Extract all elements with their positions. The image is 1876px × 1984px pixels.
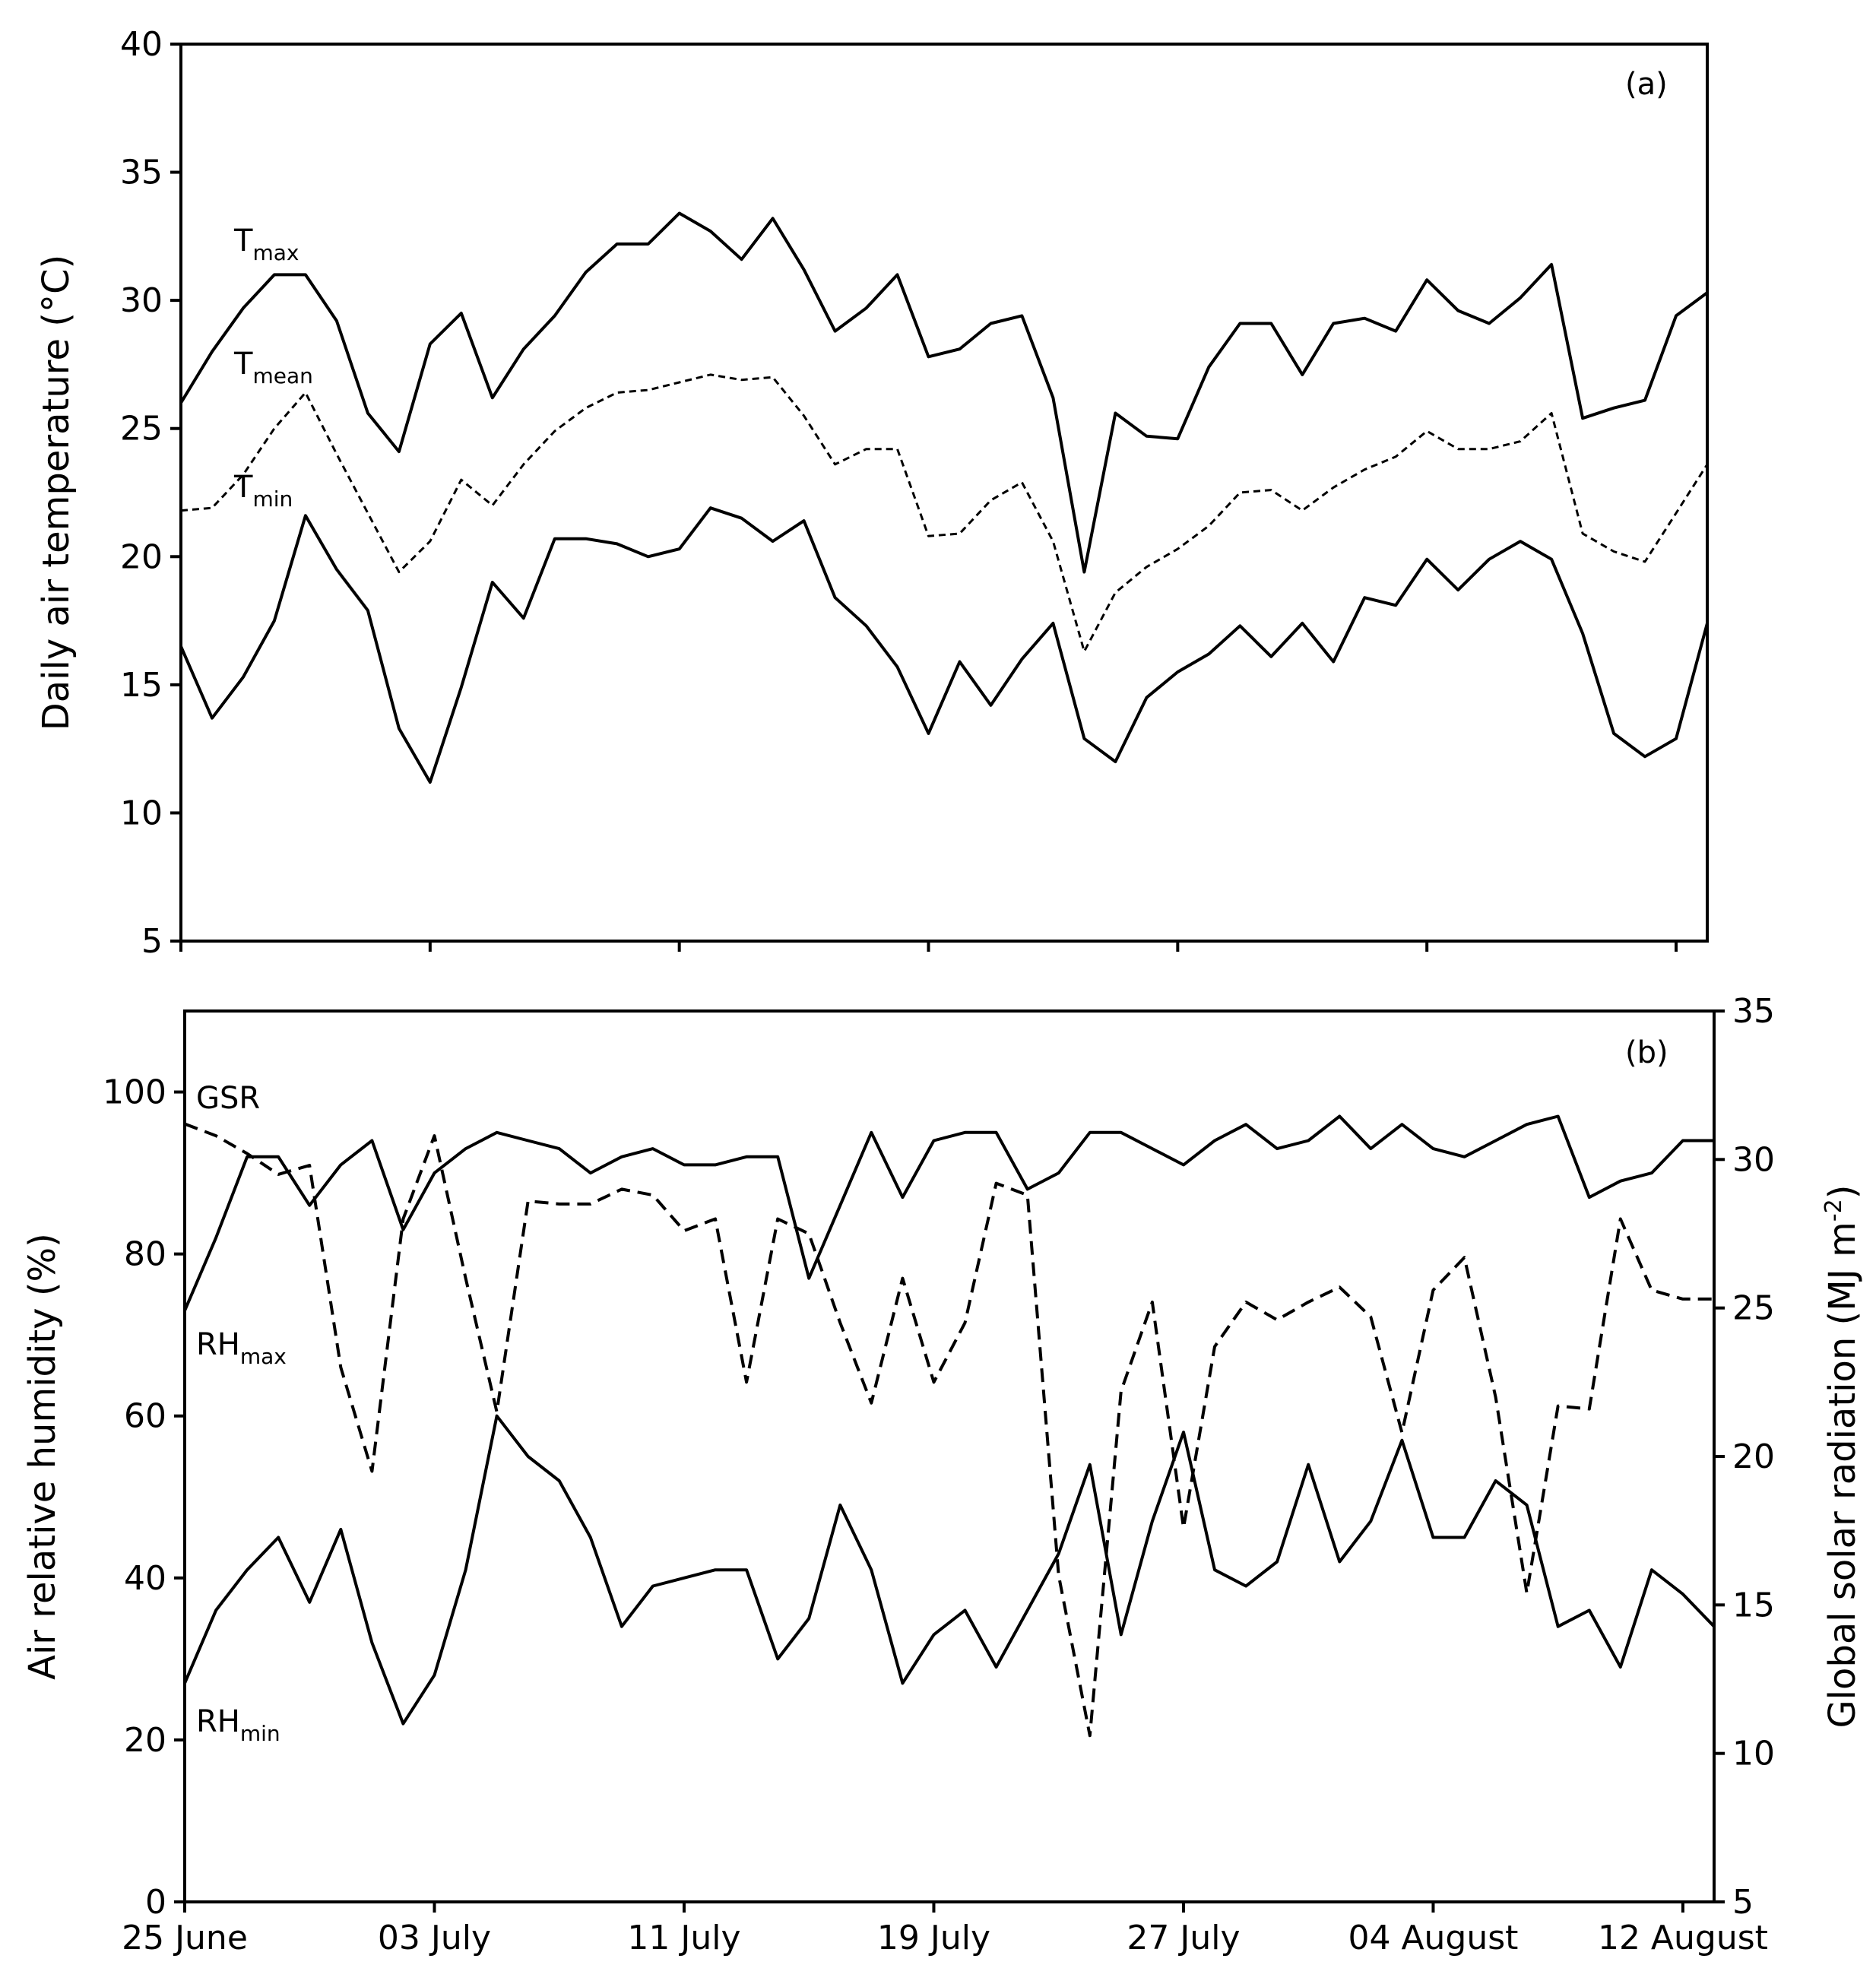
panel-a-y-axis-title: Daily air temperature (°C) bbox=[35, 255, 78, 731]
panel-a-series bbox=[179, 211, 1709, 784]
panel-b: 0 20 40 60 80 100 5 10 15 20 25 30 35 25 June 03 Jul… bbox=[21, 992, 1864, 1957]
panel-b-y-right-tick-label: 20 bbox=[1732, 1437, 1775, 1476]
panel-a-tag: (a) bbox=[1625, 67, 1668, 102]
panel-b-tag: (b) bbox=[1625, 1035, 1668, 1070]
panel-b-y-axis-left: 0 20 40 60 80 100 bbox=[103, 1073, 185, 1922]
panel-b-x-tick-label: 11 July bbox=[627, 1919, 740, 1957]
label-rhmax: RHmax bbox=[196, 1327, 287, 1369]
panel-a-y-tick-label: 15 bbox=[120, 666, 163, 705]
series-line-rhmax bbox=[183, 1114, 1714, 1311]
panel-b-y-right-tick-label: 10 bbox=[1732, 1735, 1775, 1773]
series-line-tmean bbox=[180, 373, 1709, 653]
panel-b-y-axis-right: 5 10 15 20 25 30 35 bbox=[1714, 992, 1775, 1922]
panel-b-x-axis: 25 June 03 July 11 July 19 July 27 July 04 Au… bbox=[122, 1902, 1768, 1957]
panel-a-y-tick-label: 25 bbox=[120, 410, 163, 448]
panel-b-y-right-tick-label: 25 bbox=[1732, 1289, 1775, 1328]
panel-a-frame bbox=[179, 43, 1709, 943]
panel-b-x-tick-label: 12 August bbox=[1598, 1919, 1768, 1957]
panel-b-y-right-tick-label: 30 bbox=[1732, 1140, 1775, 1179]
label-tmin: Tmin bbox=[233, 470, 293, 512]
panel-a-y-axis: 5 10 15 20 25 30 35 40 bbox=[120, 25, 181, 961]
panel-a-y-tick-label: 20 bbox=[120, 537, 163, 576]
panel-a-y-tick-label: 35 bbox=[120, 154, 163, 192]
series-line-rhmin bbox=[183, 1414, 1716, 1726]
panel-b-x-tick-label: 03 July bbox=[378, 1919, 491, 1957]
panel-b-y-right-tick-label: 5 bbox=[1732, 1883, 1754, 1922]
series-line-gsr bbox=[184, 1122, 1714, 1738]
panel-b-y-axis-title-left: Air relative humidity (%) bbox=[21, 1233, 64, 1680]
panel-a-y-tick-label: 30 bbox=[120, 281, 163, 320]
panel-b-x-tick-label: 27 July bbox=[1127, 1919, 1240, 1957]
panel-b-y-tick-label: 100 bbox=[103, 1073, 166, 1112]
panel-b-y-right-tick-label: 15 bbox=[1732, 1586, 1775, 1624]
panel-b-y-right-tick-label: 35 bbox=[1732, 992, 1775, 1031]
panel-b-y-tick-label: 0 bbox=[145, 1883, 166, 1922]
panel-a-y-tick-label: 10 bbox=[120, 794, 163, 832]
panel-b-y-tick-label: 60 bbox=[124, 1397, 166, 1436]
panel-b-series bbox=[183, 1114, 1716, 1738]
panel-b-y-axis-title-right: Global solar radiation (MJ m-2) bbox=[1821, 1184, 1864, 1728]
series-line-tmin bbox=[179, 506, 1709, 784]
panel-a-y-tick-label: 5 bbox=[141, 922, 163, 961]
panel-b-y-tick-label: 20 bbox=[124, 1721, 166, 1760]
panel-b-y-tick-label: 80 bbox=[124, 1235, 166, 1274]
label-gsr: GSR bbox=[196, 1081, 260, 1116]
panel-b-x-tick-label: 19 July bbox=[877, 1919, 990, 1957]
label-tmax: Tmax bbox=[233, 223, 299, 265]
series-line-tmax bbox=[179, 211, 1709, 574]
panel-b-y-tick-label: 40 bbox=[124, 1559, 166, 1598]
panel-b-x-tick-label: 25 June bbox=[122, 1919, 248, 1957]
panel-a-x-axis bbox=[179, 941, 1678, 952]
panel-b-x-tick-label: 04 August bbox=[1348, 1919, 1518, 1957]
panel-a-y-tick-label: 40 bbox=[120, 25, 163, 64]
panel-a: 5 10 15 20 25 30 35 40 Daily air temperature (°… bbox=[35, 25, 1709, 961]
label-tmean: Tmean bbox=[233, 347, 313, 388]
label-rhmin: RHmin bbox=[196, 1704, 280, 1746]
